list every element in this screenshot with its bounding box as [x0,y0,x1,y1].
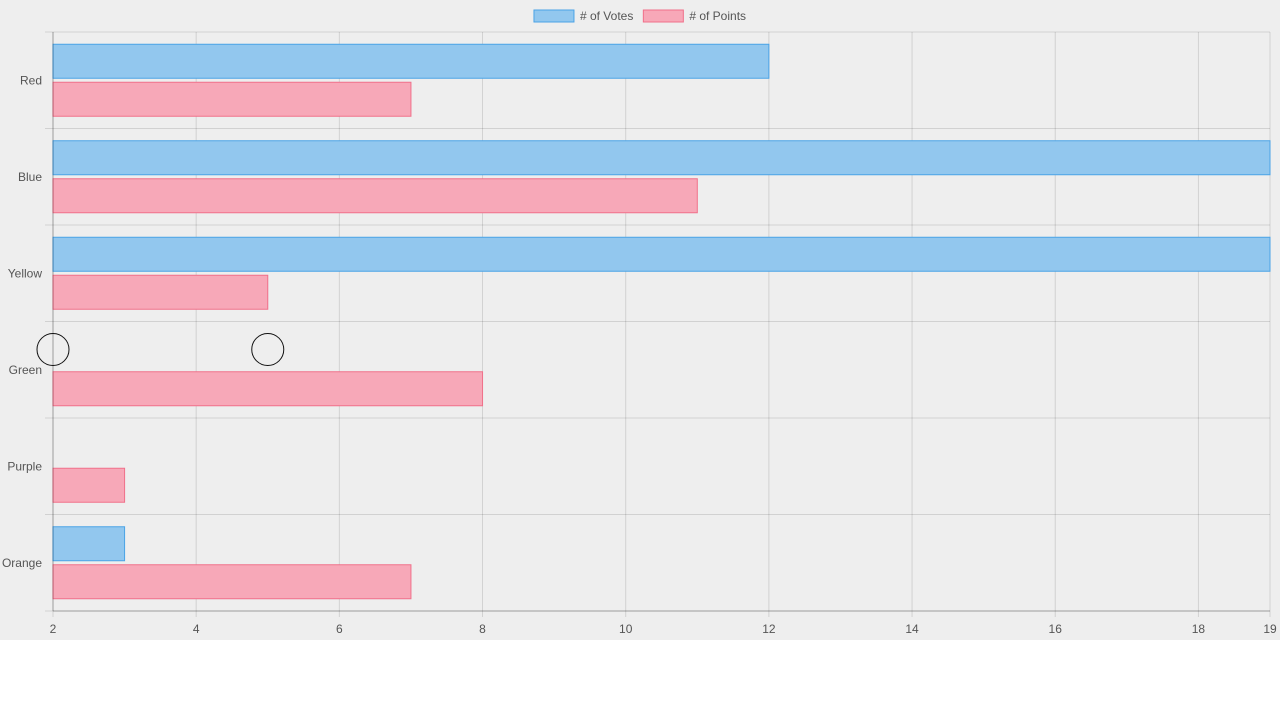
chart-area: 2 4 6 8 10 12 14 16 18 19 Red Blue Yellow Green Purple… [0,0,1280,640]
y-tick-label: Green [9,363,42,377]
x-tick-label: 8 [479,622,486,636]
bar[interactable] [52,467,126,503]
bar[interactable] [52,564,412,600]
y-tick-label: Red [20,73,42,87]
grid-lines [45,31,1271,617]
x-tick-label: 12 [762,622,776,636]
bar[interactable] [52,274,269,310]
x-tick-label: 18 [1192,622,1206,636]
circle-marker [251,333,285,366]
bar[interactable] [52,140,1271,176]
markers [36,333,285,366]
y-tick-label: Blue [18,170,42,184]
legend-label[interactable]: # of Votes [580,9,633,23]
bar[interactable] [52,236,1271,272]
x-tick-label: 14 [905,622,919,636]
bar[interactable] [52,43,770,79]
circle-marker [36,333,70,366]
bar[interactable] [52,178,698,214]
y-tick-label: Orange [2,556,42,570]
legend-swatch[interactable] [642,9,684,23]
x-tick-label: 19 [1263,622,1277,636]
bar[interactable] [52,526,126,562]
legend-label[interactable]: # of Points [689,9,746,23]
bars [52,43,1271,600]
x-tick-label: 10 [619,622,633,636]
x-tick-label: 6 [336,622,343,636]
x-tick-label: 4 [193,622,200,636]
bar[interactable] [52,371,484,407]
legend-swatch[interactable] [533,9,575,23]
x-tick-label: 2 [50,622,57,636]
y-tick-label: Yellow [8,266,43,280]
axes: 2 4 6 8 10 12 14 16 18 19 Red Blue Yellow Green Purple… [2,32,1277,636]
bar-chart: 2 4 6 8 10 12 14 16 18 19 Red Blue Yellow Green Purple… [2,9,1277,636]
y-tick-label: Purple [7,459,42,473]
legend[interactable]: # of Votes # of Points [533,9,746,23]
bar[interactable] [52,81,412,117]
x-tick-label: 16 [1049,622,1063,636]
